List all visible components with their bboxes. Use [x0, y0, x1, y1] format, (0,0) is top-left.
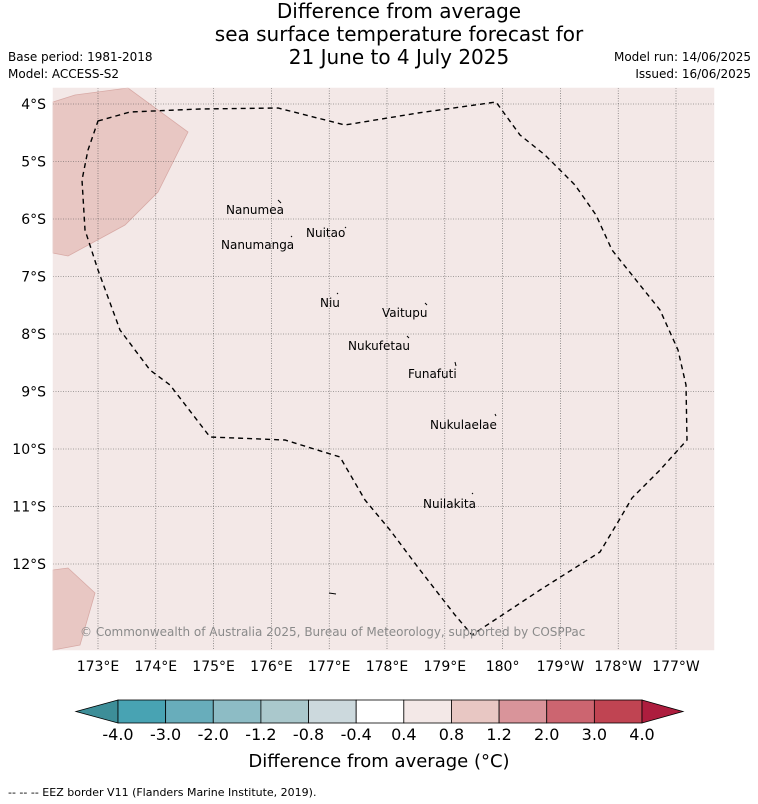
colorbar-title: Difference from average (°C): [248, 751, 510, 772]
longitude-gridlines: [97, 88, 677, 650]
colorbar-segment: [212, 699, 262, 724]
latitude-tick-labels: 4°S 5°S 6°S 7°S 8°S 9°S 10°S 11°S 12°S: [12, 97, 46, 573]
lon-tick-label: 178°E: [366, 659, 409, 675]
colorbar-tick-label: 0.4: [391, 725, 417, 744]
colorbar-segment: [546, 699, 595, 724]
island-mark-south-reef: [328, 592, 337, 595]
eez-border: [81, 101, 688, 636]
lat-tick-label: 10°S: [12, 442, 46, 458]
island-label-funafuti: Funafuti: [408, 367, 457, 381]
lat-tick-label: 7°S: [21, 270, 46, 286]
title-line-2: sea surface temperature forecast for: [214, 22, 584, 46]
colorbar-extend-low: [74, 699, 119, 724]
lon-tick-label: 178°W: [594, 659, 642, 675]
colorbar-segment: [117, 699, 167, 724]
lat-tick-label: 11°S: [12, 500, 46, 516]
lon-tick-label: 177°W: [652, 659, 700, 675]
colorbar-segment: [498, 699, 548, 724]
lon-tick-label: 179°W: [537, 659, 585, 675]
title-line-3: 21 June to 4 July 2025: [288, 45, 510, 69]
warm-anomaly-patch-north: [52, 87, 189, 257]
meta-right: Model run: 14/06/2025 Issued: 16/06/2025: [614, 49, 751, 83]
colorbar-segment: [593, 699, 643, 724]
lat-tick-label: 4°S: [21, 97, 46, 113]
lat-tick-label: 12°S: [12, 557, 46, 573]
island-mark-nanumea: [277, 199, 282, 204]
island-mark-nukulaelae: [494, 413, 497, 417]
colorbar-segment: [165, 699, 214, 724]
colorbar-segment: [260, 699, 309, 724]
island-mark-vaitupu: [424, 302, 428, 306]
lon-tick-label: 176°E: [250, 659, 293, 675]
colorbar-tick-label: 0.8: [438, 725, 465, 744]
issued-date: Issued: 16/06/2025: [635, 67, 751, 81]
island-label-nanumanga: Nanumanga: [221, 238, 294, 252]
lon-tick-label: 174°E: [135, 659, 178, 675]
colorbar-tick-label: -0.8: [292, 725, 325, 744]
island-label-nuilakita: Nuilakita: [423, 497, 476, 511]
colorbar-tick-label: 3.0: [581, 725, 608, 744]
eez-border-legend: -- -- -- EEZ border V11 (Flanders Marine…: [8, 786, 317, 799]
model-run: Model run: 14/06/2025: [613, 50, 751, 64]
model-name: Model: ACCESS-S2: [8, 67, 120, 81]
lon-tick-label: 179°E: [424, 659, 467, 675]
island-mark-funafuti: [454, 361, 457, 367]
colorbar-tick-label: 4.0: [629, 725, 655, 744]
island-mark-nuitao: [344, 226, 347, 229]
lon-tick-label: 177°E: [308, 659, 351, 675]
lon-tick-label: 173°E: [77, 659, 120, 675]
colorbar-extend-high: [641, 699, 685, 724]
colorbar-tick-label: 1.2: [486, 725, 512, 744]
island-label-vaitupu: Vaitupu: [382, 306, 428, 320]
island-label-nukulaelae: Nukulaelae: [430, 418, 497, 432]
colorbar-tick-label: -4.0: [102, 725, 134, 744]
island-marks: [277, 199, 497, 595]
colorbar-segment: [451, 699, 500, 724]
meta-left: Base period: 1981-2018 Model: ACCESS-S2: [8, 49, 153, 83]
colorbar-tick-label: -0.4: [340, 725, 372, 744]
island-label-nanumea: Nanumea: [226, 203, 284, 217]
map-frame: [52, 87, 715, 651]
colorbar-tick-label: -2.0: [197, 725, 229, 744]
island-mark-nuilakita: [471, 492, 474, 495]
island-mark-nanumanga: [290, 235, 293, 238]
island-label-niu: Niu: [320, 296, 340, 310]
colorbar-segment: [355, 699, 405, 724]
colorbar-segment: [403, 699, 452, 724]
lat-tick-label: 9°S: [21, 385, 46, 401]
lon-tick-label: 175°E: [192, 659, 235, 675]
chart-title: Difference from average sea surface temp…: [0, 0, 758, 69]
island-label-nuitao: Nuitao: [306, 226, 345, 240]
longitude-tick-labels: 173°E 174°E 175°E 176°E 177°E 178°E 179°E 180° 1…: [77, 659, 700, 675]
colorbar-segment: [308, 699, 357, 724]
island-label-nukufetau: Nukufetau: [348, 339, 410, 353]
island-mark-nukufetau: [406, 335, 410, 339]
colorbar-tick-label: 2.0: [533, 725, 560, 744]
copyright-notice: © Commonwealth of Australia 2025, Bureau…: [80, 625, 585, 639]
colorbar-tick-label: -3.0: [150, 725, 182, 744]
title-line-1: Difference from average: [276, 0, 522, 23]
latitude-gridlines: [53, 103, 714, 565]
colorbar: [74, 699, 685, 724]
lon-tick-label: 180°: [486, 659, 520, 675]
island-mark-niu: [336, 292, 339, 295]
lat-tick-label: 6°S: [21, 212, 46, 228]
lat-tick-label: 8°S: [21, 327, 46, 343]
base-period: Base period: 1981-2018: [8, 50, 153, 64]
colorbar-tick-label: -1.2: [245, 725, 277, 744]
lat-tick-label: 5°S: [21, 155, 46, 171]
